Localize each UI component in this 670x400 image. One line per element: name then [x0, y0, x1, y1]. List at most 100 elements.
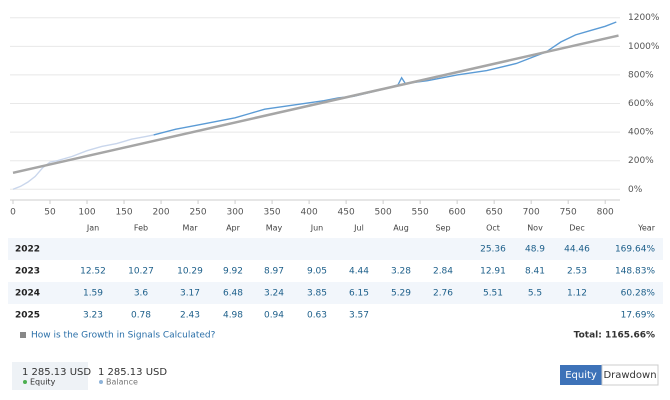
- cell: 8.97: [264, 267, 284, 277]
- month-header: Apr: [226, 224, 241, 233]
- x-tick-label: 450: [338, 208, 355, 218]
- help-link[interactable]: How is the Growth in Signals Calculated?: [31, 331, 216, 341]
- cell: 5.29: [391, 289, 411, 299]
- cell: 4.44: [349, 267, 369, 277]
- equity-box[interactable]: [12, 362, 88, 390]
- cell: 12.52: [80, 267, 106, 277]
- cell: 3.24: [264, 289, 284, 299]
- year-label: 2024: [15, 289, 40, 299]
- month-header: Feb: [134, 224, 148, 233]
- cell: 2.76: [433, 289, 453, 299]
- drawdown-button[interactable]: [601, 364, 659, 386]
- series-line: [12, 34, 619, 175]
- x-tick-label: 350: [263, 208, 280, 218]
- cell: 6.15: [349, 289, 369, 299]
- cell: 9.92: [223, 267, 243, 277]
- month-header: Year: [637, 224, 656, 233]
- cell: 3.23: [83, 311, 103, 321]
- x-tick-label: 300: [226, 208, 243, 218]
- cell: 2.84: [433, 267, 453, 277]
- x-tick-label: 0: [10, 208, 16, 218]
- y-tick-label: 0%: [628, 185, 643, 195]
- month-header: Jun: [310, 224, 324, 233]
- equity-label: Equity: [30, 378, 56, 387]
- x-tick-label: 400: [301, 208, 318, 218]
- x-tick-label: 750: [560, 208, 577, 218]
- year-label: 2023: [15, 267, 40, 277]
- drawdown-button-label[interactable]: Drawdown: [603, 370, 656, 381]
- help-icon: [20, 332, 26, 338]
- y-tick-label: 800%: [628, 70, 654, 80]
- month-header: Sep: [435, 224, 450, 233]
- series-line: [153, 21, 617, 136]
- cell: 1.59: [83, 289, 103, 299]
- y-tick-label: 600%: [628, 99, 654, 109]
- x-tick-label: 650: [486, 208, 503, 218]
- x-tick-label: 500: [375, 208, 392, 218]
- total: Total: 1165.66%: [574, 331, 655, 341]
- cell: 0.78: [131, 311, 151, 321]
- cell: 2.53: [567, 267, 587, 277]
- balance-amount: 1 285.13 USD: [98, 367, 167, 378]
- cell: 8.41: [525, 267, 545, 277]
- cell: 60.28%: [621, 289, 656, 299]
- cell: 9.05: [307, 267, 327, 277]
- cell: 4.98: [223, 311, 243, 321]
- month-header: Jul: [353, 224, 364, 233]
- cell: 10.27: [128, 267, 154, 277]
- equity-button-label[interactable]: Equity: [565, 370, 597, 381]
- month-header: Aug: [393, 224, 409, 233]
- y-tick-label: 400%: [628, 128, 654, 138]
- series-line: [12, 134, 154, 190]
- cell: 6.48: [223, 289, 243, 299]
- x-tick-label: 250: [189, 208, 206, 218]
- month-header: Mar: [182, 224, 198, 233]
- equity-dot: [23, 380, 27, 384]
- month-header: Dec: [569, 224, 584, 233]
- month-header: Oct: [486, 224, 500, 233]
- y-tick-label: 200%: [628, 156, 654, 166]
- y-tick-label: 1200%: [628, 13, 660, 23]
- cell: 0.94: [264, 311, 284, 321]
- cell: 1.12: [567, 289, 587, 299]
- cell: 2.43: [180, 311, 200, 321]
- x-tick-label: 150: [115, 208, 132, 218]
- row-band: [8, 238, 663, 260]
- balance-dot: [99, 380, 103, 384]
- cell: 12.91: [480, 267, 506, 277]
- cell: 5.51: [483, 289, 503, 299]
- cell: 3.57: [349, 311, 369, 321]
- cell: 0.63: [307, 311, 327, 321]
- cell: 148.83%: [615, 267, 655, 277]
- cell: 3.28: [391, 267, 411, 277]
- balance-label: Balance: [106, 378, 138, 387]
- cell: 48.9: [525, 245, 545, 255]
- cell: 3.6: [134, 289, 149, 299]
- month-header: Jan: [86, 224, 99, 233]
- cell: 3.17: [180, 289, 200, 299]
- equity-button[interactable]: [560, 365, 602, 385]
- month-header: May: [266, 224, 283, 233]
- monthly-table: Jan Feb Mar Apr May Jun Jul Aug Sep Oct Nov Dec Year…: [8, 224, 663, 321]
- year-label: 2025: [15, 311, 40, 321]
- growth-chart: 0% 200% 400% 600% 800% 1000% 1200% 0 50 100 150 200…: [10, 13, 660, 218]
- cell: 44.46: [564, 245, 590, 255]
- month-header: Nov: [527, 224, 543, 233]
- year-label: 2022: [15, 245, 40, 255]
- x-tick-label: 700: [523, 208, 540, 218]
- x-tick-label: 800: [597, 208, 614, 218]
- cell: 10.29: [177, 267, 203, 277]
- equity-amount: 1 285.13 USD: [22, 367, 91, 378]
- x-tick-label: 100: [78, 208, 95, 218]
- cell: 5.5: [528, 289, 542, 299]
- cell: 169.64%: [615, 245, 655, 255]
- row-band: [8, 282, 663, 304]
- y-tick-label: 1000%: [628, 42, 660, 52]
- cell: 3.85: [307, 289, 327, 299]
- x-tick-label: 550: [412, 208, 429, 218]
- x-tick-label: 200: [152, 208, 169, 218]
- x-tick-label: 50: [44, 208, 56, 218]
- x-tick-label: 600: [449, 208, 466, 218]
- cell: 17.69%: [621, 311, 656, 321]
